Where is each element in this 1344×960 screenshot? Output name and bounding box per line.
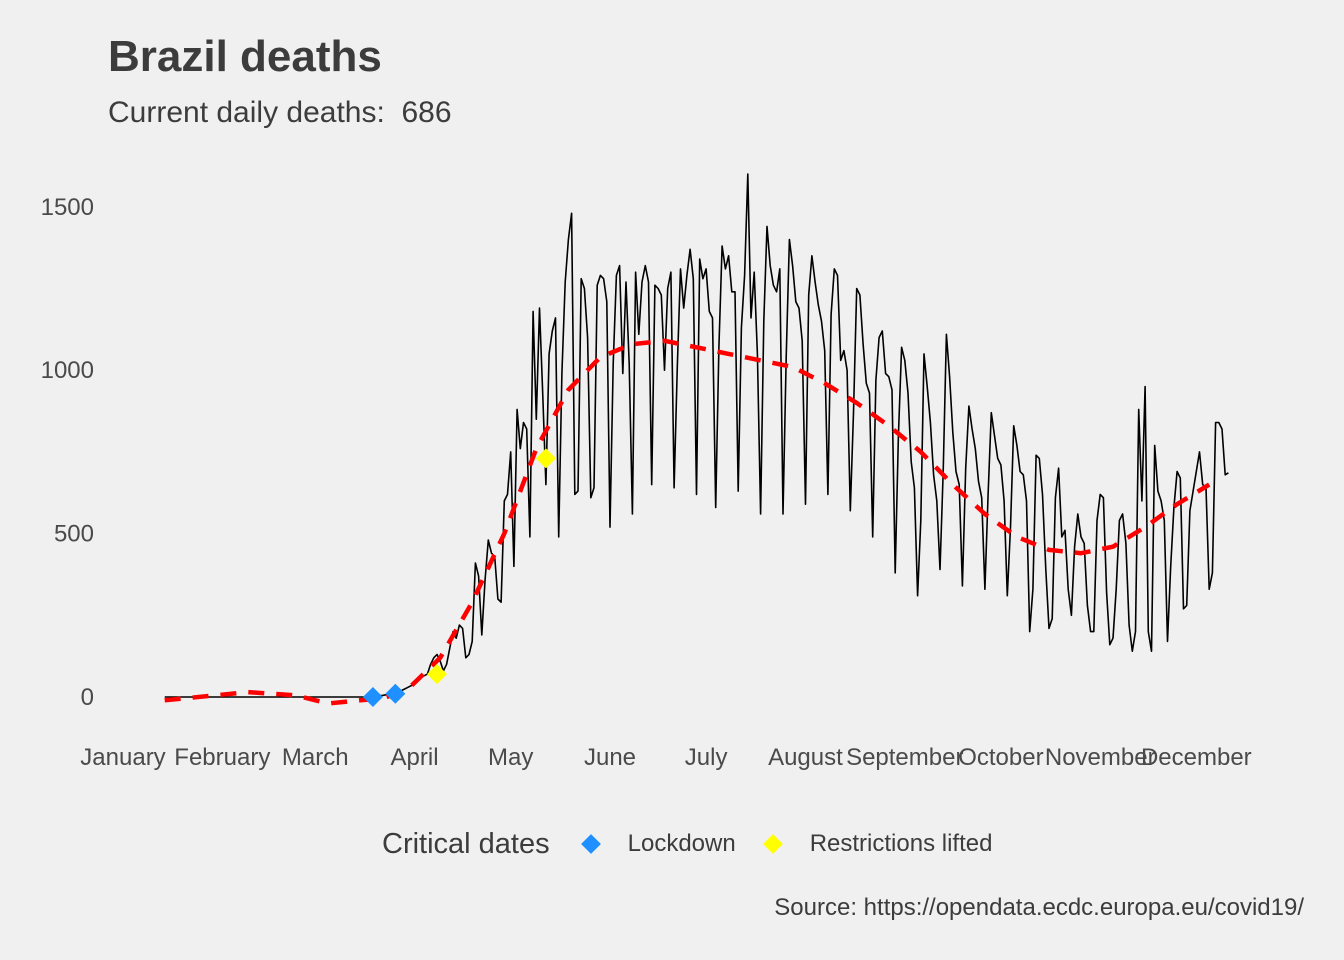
subtitle-value: 686 <box>401 96 452 129</box>
x-tick-label: July <box>685 744 728 771</box>
restrictions-lifted-marker <box>426 664 447 685</box>
legend-item-lockdown: Lockdown <box>580 830 736 858</box>
legend-label-restrictions-lifted: Restrictions lifted <box>809 830 993 857</box>
x-tick-label: February <box>174 744 270 771</box>
x-tick-label: January <box>80 744 165 771</box>
x-tick-label: October <box>958 744 1043 771</box>
lockdown-marker <box>362 687 383 707</box>
x-axis-ticks: January February March April May June July Augu… <box>80 744 1251 771</box>
page-subtitle: Current daily deaths: 686 <box>108 96 452 130</box>
y-tick-label: 0 <box>81 684 94 711</box>
y-axis-ticks: 0 500 1000 1500 <box>41 194 94 711</box>
legend-title: Critical dates <box>382 827 550 860</box>
y-tick-label: 1500 <box>41 194 94 221</box>
restrictions-lifted-marker <box>535 448 556 469</box>
lockdown-marker <box>385 683 406 704</box>
x-tick-label: April <box>391 744 439 771</box>
restrictions-lifted-diamond-icon <box>762 834 783 854</box>
legend-label-lockdown: Lockdown <box>627 830 736 857</box>
y-tick-label: 500 <box>54 521 94 548</box>
page-title: Brazil deaths <box>108 32 382 81</box>
x-tick-label: August <box>768 744 843 771</box>
legend: Critical dates Lockdown Restrictions lif… <box>382 826 1018 862</box>
x-tick-label: March <box>282 744 349 771</box>
legend-item-restrictions-lifted: Restrictions lifted <box>762 830 993 858</box>
x-tick-label: December <box>1141 744 1252 771</box>
series-layer <box>164 173 1229 706</box>
lockdown-diamond-icon <box>580 834 601 854</box>
daily-deaths-line <box>164 173 1229 698</box>
y-tick-label: 1000 <box>41 357 94 384</box>
source-caption: Source: https://opendata.ecdc.europa.eu/… <box>774 894 1304 921</box>
critical-date-markers <box>362 448 556 707</box>
smoothed-trend-line <box>164 338 1211 706</box>
x-tick-label: September <box>846 744 963 771</box>
x-tick-label: June <box>584 744 636 771</box>
subtitle-label: Current daily deaths: <box>108 96 385 129</box>
x-tick-label: May <box>488 744 533 771</box>
x-tick-label: November <box>1045 744 1156 771</box>
